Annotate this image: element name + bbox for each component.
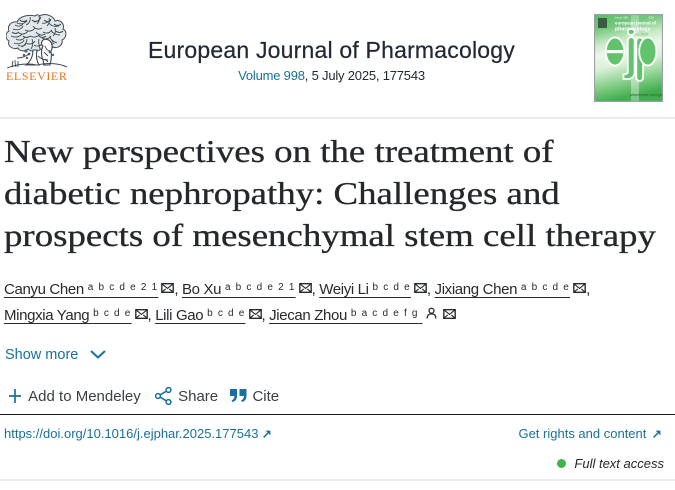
svg-text:ISSN: ISSN <box>648 16 654 20</box>
svg-text:Volume 998: Volume 998 <box>614 16 628 20</box>
svg-text:www.elsevier.com/ejphar: www.elsevier.com/ejphar <box>630 93 663 97</box>
svg-text:5 July 2025: 5 July 2025 <box>630 33 648 37</box>
svg-text:european journal of: european journal of <box>615 21 657 26</box>
